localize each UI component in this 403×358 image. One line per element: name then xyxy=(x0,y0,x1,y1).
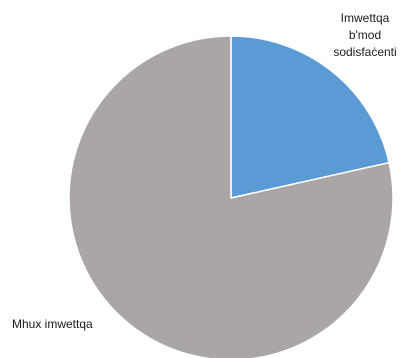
slice-label-line: Mhux imwettqa xyxy=(12,317,93,331)
pie-slice-not-performed xyxy=(68,35,394,358)
pie-slices xyxy=(68,35,394,358)
pie-slice-satisfactory xyxy=(230,35,390,199)
slice-label-line: Imwettqa xyxy=(341,11,390,25)
slice-label-line: sodisfaċenti xyxy=(333,45,396,59)
slice-label-satisfactory: Imwettqa b'mod sodisfaċenti xyxy=(333,11,396,59)
slice-label-line: b'mod xyxy=(349,28,381,42)
slice-label-not-performed: Mhux imwettqa xyxy=(12,317,93,331)
pie-labels: Imwettqa b'mod sodisfaċenti Mhux imwettqa xyxy=(12,11,397,331)
